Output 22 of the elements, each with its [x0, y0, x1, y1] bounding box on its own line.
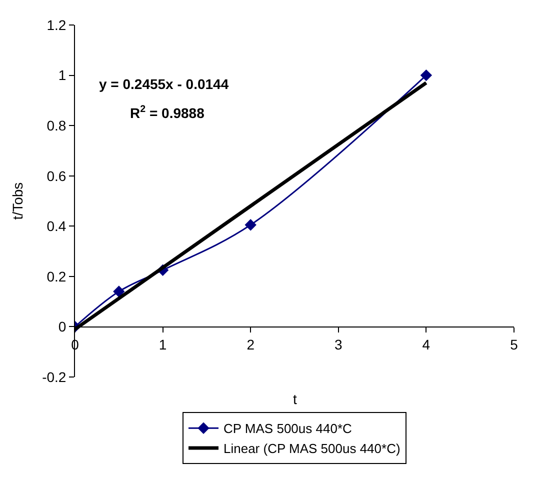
y-tick-label: 0.8 — [46, 117, 66, 134]
x-tick-label: 3 — [334, 336, 342, 353]
y-tick-label: 0 — [58, 318, 66, 335]
x-tick-label: 1 — [158, 336, 167, 353]
point — [113, 286, 125, 298]
legend-label: CP MAS 500us 440*C — [224, 421, 352, 436]
y-tick-label: 0.2 — [46, 268, 66, 284]
y-tick-label: 0.4 — [46, 218, 66, 234]
legend-label: Linear (CP MAS 500us 440*C) — [224, 441, 400, 456]
x-tick-label: 4 — [422, 336, 430, 353]
annotation: R$^{2}$ = 0.9888 — [130, 104, 205, 121]
annotation: y = 0.2455x - 0.0144 — [99, 76, 229, 92]
point — [420, 69, 432, 82]
point — [244, 219, 256, 231]
y-tick-label: 1.2 — [46, 16, 66, 33]
x-axis-title: t — [293, 391, 297, 407]
x-tick-label: 5 — [510, 336, 518, 353]
y-tick-label: -0.2 — [42, 368, 66, 385]
y-tick-label: 1 — [58, 67, 66, 84]
y-axis-title: t/Tobs — [10, 182, 26, 220]
y-tick-label: 0.6 — [46, 168, 66, 184]
x-tick-label: 2 — [246, 336, 255, 353]
